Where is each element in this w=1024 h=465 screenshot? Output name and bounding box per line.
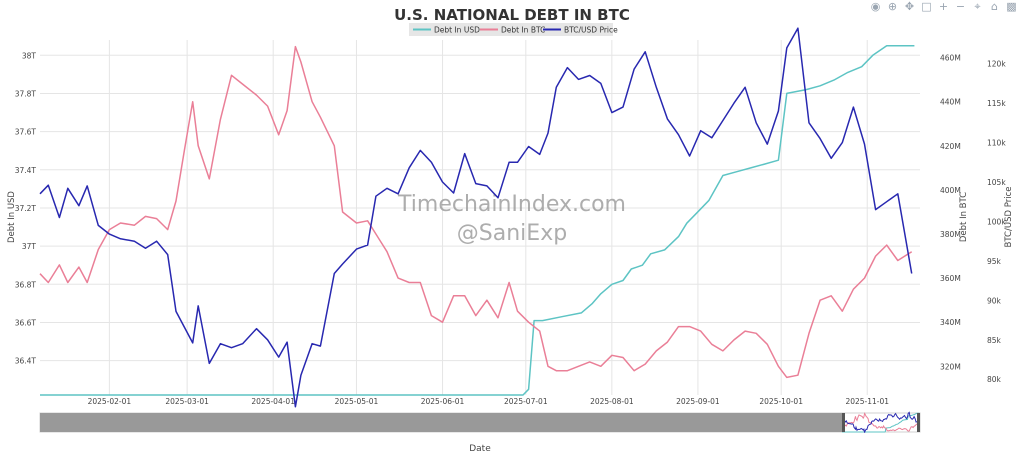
x-tick-label: 2025-03-01 xyxy=(165,397,209,406)
y-right2-tick-label: 80k xyxy=(987,375,1002,384)
camera-icon[interactable]: ◉ xyxy=(870,0,881,13)
y-right1-tick-label: 320M xyxy=(940,362,961,371)
y-right1-axis-label: Debt In BTC xyxy=(959,192,969,242)
series-lines xyxy=(39,27,915,408)
legend-label-debt-btc[interactable]: Debt In BTC xyxy=(501,26,545,35)
watermark-line-1: TimechainIndex.com xyxy=(397,192,626,217)
y-right1-tick-label: 400M xyxy=(940,186,961,195)
y-right1-tick-label: 460M xyxy=(940,54,961,63)
y-left-tick-label: 37.4T xyxy=(15,166,37,175)
x-tick-label: 2025-10-01 xyxy=(759,397,803,406)
x-tick-label: 2025-08-01 xyxy=(590,397,634,406)
range-slider-handle-left[interactable] xyxy=(842,413,845,432)
watermark: TimechainIndex.com @SaniExp xyxy=(397,192,626,246)
tick-labels: 2025-02-01 2025-03-01 2025-04-01 2025-05-01… xyxy=(15,51,1007,406)
chart-title: U.S. NATIONAL DEBT IN BTC xyxy=(394,6,630,24)
y-right1-tick-label: 340M xyxy=(940,318,961,327)
y-left-tick-label: 37.6T xyxy=(15,128,37,137)
y-left-tick-label: 36.8T xyxy=(15,280,37,289)
y-right1-tick-label: 440M xyxy=(940,98,961,107)
range-slider-line-debt-in-usd xyxy=(842,412,920,433)
range-slider-line-btc-usd-price xyxy=(841,411,920,433)
autoscale-icon[interactable]: ⌖ xyxy=(974,0,981,13)
legend-box xyxy=(409,23,613,36)
grid xyxy=(40,40,920,395)
y-right1-tick-label: 380M xyxy=(940,230,961,239)
range-slider-mask xyxy=(40,413,842,432)
range-slider-handle-right[interactable] xyxy=(917,413,920,432)
x-tick-label: 2025-02-01 xyxy=(88,397,132,406)
y-left-tick-label: 36.4T xyxy=(15,357,37,366)
box-select-icon[interactable]: □ xyxy=(921,0,932,13)
zoom-in-icon[interactable]: + xyxy=(938,0,949,13)
y-right2-tick-label: 110k xyxy=(987,139,1006,148)
x-tick-label: 2025-06-01 xyxy=(421,397,465,406)
y-right2-tick-label: 120k xyxy=(987,60,1006,69)
range-slider[interactable] xyxy=(39,411,921,433)
reset-axes-icon[interactable]: ⌂ xyxy=(991,0,998,13)
x-tick-label: 2025-07-01 xyxy=(504,397,548,406)
range-slider-preview xyxy=(841,411,920,433)
plotly-logo-icon[interactable]: ▩ xyxy=(1006,0,1017,13)
legend-label-btc-price[interactable]: BTC/USD Price xyxy=(564,26,618,35)
y-left-tick-label: 37T xyxy=(22,242,37,251)
x-axis-label: Date xyxy=(469,444,491,454)
y-right2-tick-label: 100k xyxy=(987,217,1006,226)
y-left-tick-label: 37.8T xyxy=(15,89,37,98)
y-left-tick-label: 38T xyxy=(22,51,37,60)
y-right2-tick-label: 85k xyxy=(987,336,1002,345)
legend-label-debt-usd[interactable]: Debt In USD xyxy=(434,26,480,35)
x-tick-label: 2025-04-01 xyxy=(251,397,295,406)
modebar: ◉ ⊕ ✥ □ + − ⌖ ⌂ ▩ xyxy=(869,0,1018,13)
y-right2-tick-label: 95k xyxy=(987,257,1002,266)
y-left-tick-label: 36.6T xyxy=(15,318,37,327)
y-right2-tick-label: 90k xyxy=(987,296,1002,305)
y-right2-axis-label: BTC/USD Price xyxy=(1004,187,1014,248)
series-line-btc-usd-price[interactable] xyxy=(39,27,913,408)
zoom-icon[interactable]: ⊕ xyxy=(887,0,898,13)
watermark-line-2: @SaniExp xyxy=(457,221,567,246)
zoom-out-icon[interactable]: − xyxy=(955,0,966,13)
range-slider-line-debt-in-btc xyxy=(841,412,920,432)
x-tick-label: 2025-05-01 xyxy=(335,397,379,406)
pan-icon[interactable]: ✥ xyxy=(904,0,915,13)
y-right2-tick-label: 105k xyxy=(987,178,1006,187)
y-left-axis-label: Debt In USD xyxy=(7,191,17,243)
y-right1-tick-label: 360M xyxy=(940,274,961,283)
y-right1-tick-label: 420M xyxy=(940,142,961,151)
y-left-tick-label: 37.2T xyxy=(15,204,37,213)
series-line-debt-in-btc[interactable] xyxy=(39,45,913,379)
y-right2-tick-label: 115k xyxy=(987,99,1006,108)
x-tick-label: 2025-09-01 xyxy=(676,397,720,406)
legend: Debt In USD Debt In BTC BTC/USD Price xyxy=(409,23,618,36)
series-line-debt-in-usd[interactable] xyxy=(40,44,915,396)
x-tick-label: 2025-11-01 xyxy=(845,397,889,406)
